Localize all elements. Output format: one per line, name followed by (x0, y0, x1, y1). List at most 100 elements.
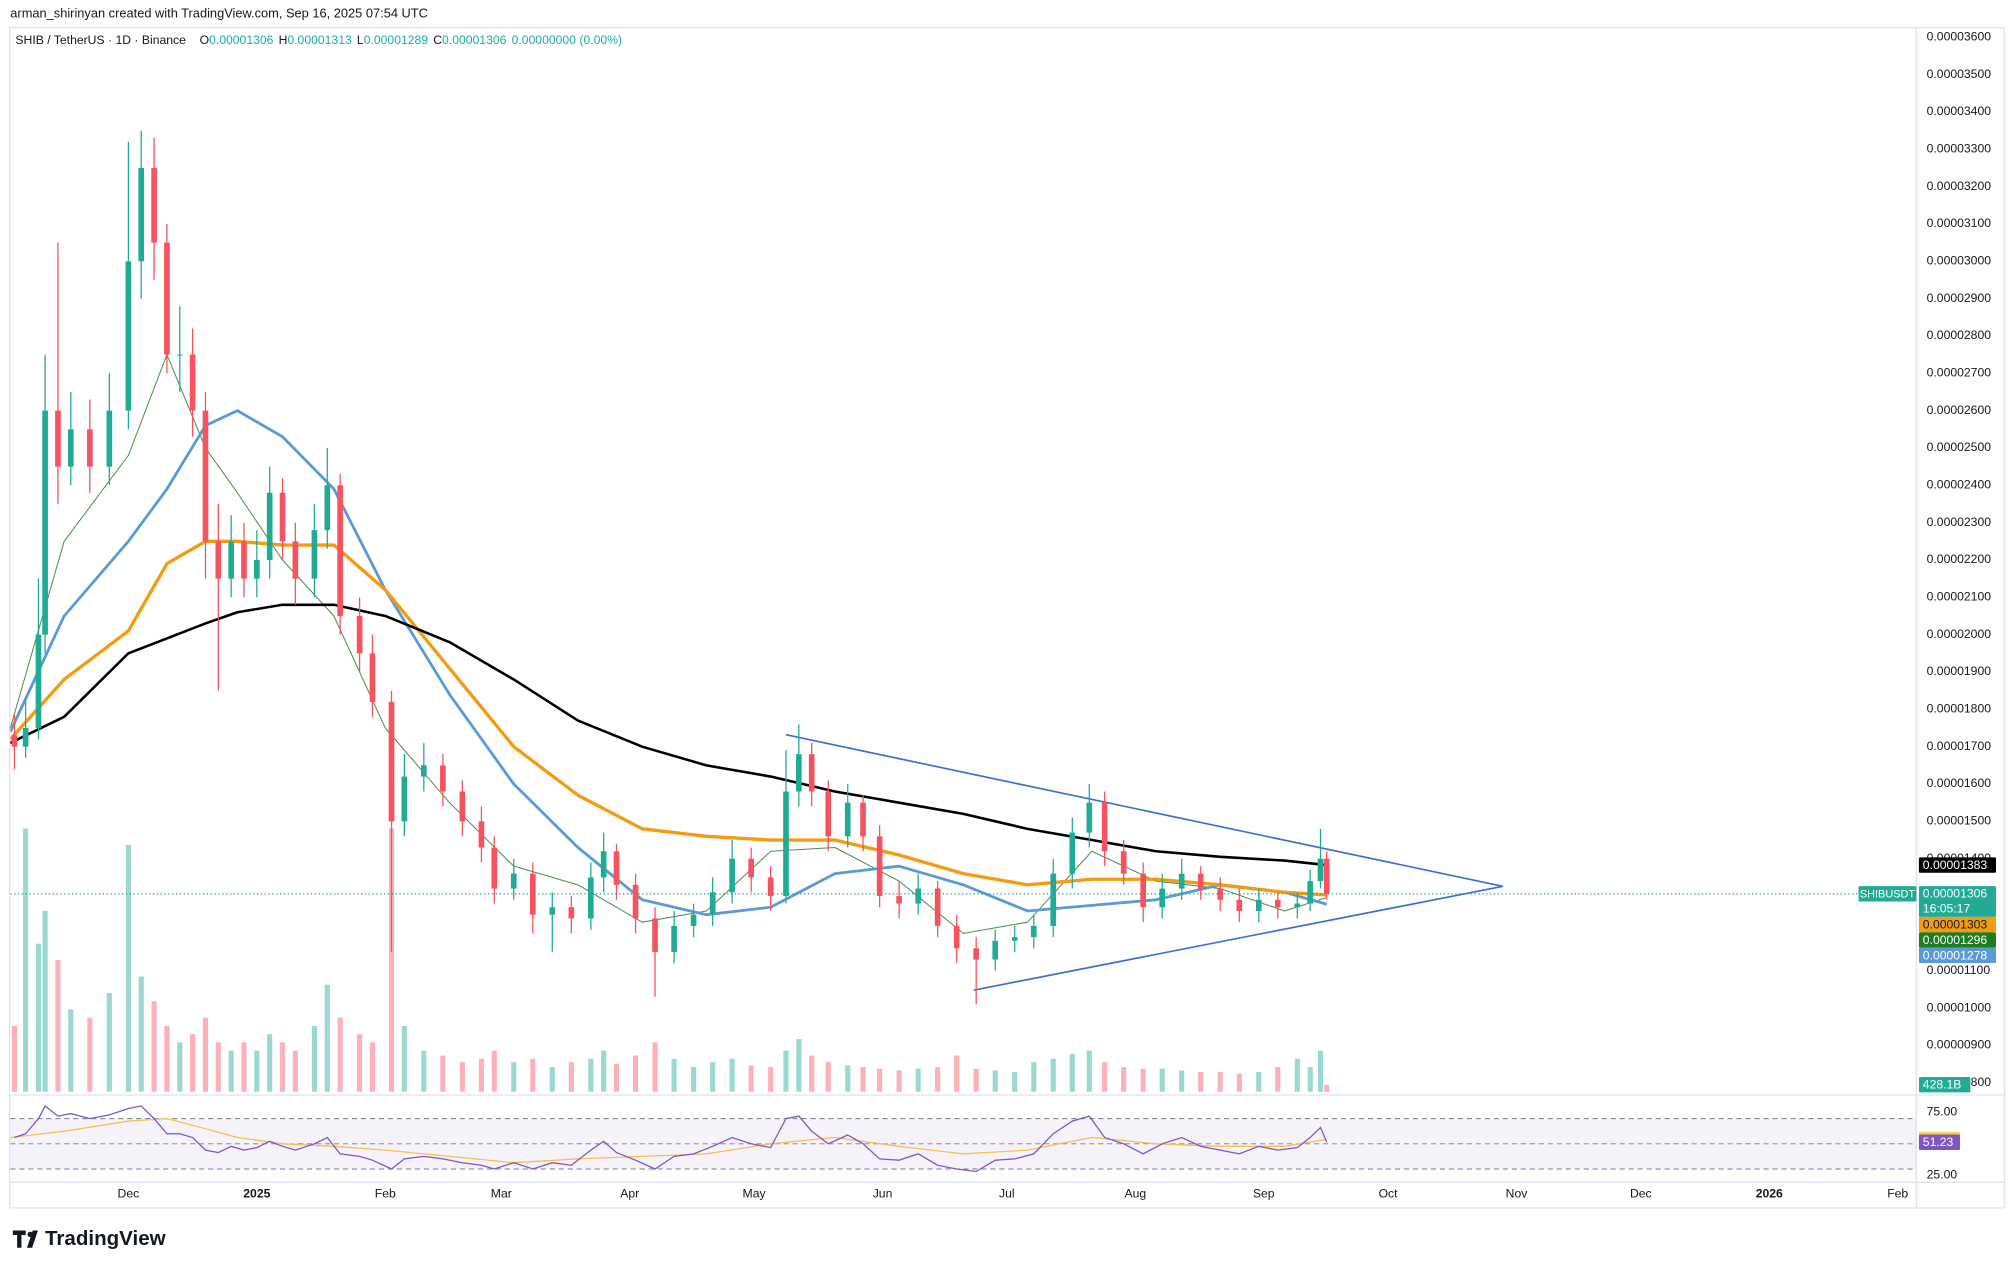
y-tick-label: 0.00003400 (1927, 104, 1992, 118)
volume-bar (177, 1042, 183, 1092)
candle-body (138, 167, 145, 262)
symbol-legend: SHIB / TetherUS · 1D · Binance O0.000013… (15, 33, 622, 47)
x-tick-label: Jun (873, 1187, 893, 1201)
volume-bar (896, 1070, 902, 1092)
moving-average-line (10, 409, 1328, 917)
volume-bar (915, 1068, 921, 1092)
candle-body (748, 858, 755, 878)
volume-bar (1069, 1053, 1075, 1092)
volume-bar (1012, 1072, 1018, 1092)
ohlc-key: H (279, 33, 288, 47)
y-tick-label: 0.00002800 (1927, 328, 1992, 342)
volume-bar (783, 1050, 789, 1092)
volume-bar (671, 1058, 677, 1092)
axes: 0.000008000.000009000.000010000.00001100… (118, 29, 1996, 1201)
price-label-box (1918, 886, 1996, 917)
ohlc-value: 0.00001306 (209, 33, 274, 47)
price-label-box (1918, 857, 1996, 873)
x-tick-label: Feb (1887, 1187, 1908, 1201)
volume-bar (190, 1034, 196, 1092)
price-label-box (1918, 932, 1996, 948)
candle-body (1011, 937, 1018, 941)
x-tick-label: May (743, 1187, 767, 1201)
candle-body (1050, 873, 1057, 926)
volume-bar (279, 1042, 286, 1092)
candle-body (11, 735, 18, 747)
x-tick-label: 2025 (243, 1187, 270, 1201)
candle-body (125, 261, 132, 411)
candle-body (1159, 888, 1166, 908)
price-label-box (1918, 916, 1996, 933)
volume-bar (935, 1067, 941, 1092)
candle-body (844, 802, 851, 837)
volume-bar (1198, 1072, 1204, 1092)
volume-bar (710, 1062, 716, 1092)
volume-bar (954, 1055, 960, 1092)
price-label: 0.00001303 (1923, 917, 1988, 931)
candle-body (35, 634, 42, 729)
volume-bar (202, 1017, 209, 1092)
y-tick-label: 0.00003600 (1927, 29, 1992, 43)
candle-body (1317, 858, 1324, 882)
trendline (973, 885, 1503, 991)
volume-bar (228, 1050, 234, 1092)
y-tick-label: 0.00002100 (1927, 590, 1992, 604)
ohlc-key: L (357, 33, 364, 47)
x-tick-label: Apr (620, 1187, 639, 1201)
candle-body (459, 791, 466, 822)
volume-bar (267, 1034, 273, 1092)
volume-bar (768, 1067, 774, 1092)
candle-body (587, 877, 594, 919)
y-tick-label: 0.00001800 (1927, 702, 1992, 716)
candle-body (401, 776, 408, 822)
candle-body (202, 410, 209, 542)
y-tick-label: 0.00000900 (1927, 1038, 1992, 1052)
volume-bar (324, 984, 330, 1092)
credit: arman_shirinyan created with TradingView… (10, 6, 428, 21)
candle-body (292, 541, 299, 579)
volume-bar (357, 1034, 363, 1092)
ohlc-change: 0.00000000 (0.00%) (512, 33, 622, 47)
candle-body (729, 858, 735, 893)
volume-bar (568, 1062, 574, 1092)
ohlc-value: 0.00001313 (287, 33, 352, 47)
candle-body (709, 892, 716, 915)
volume-bar (1275, 1067, 1281, 1092)
candle-body (266, 492, 273, 560)
price-label-box (1918, 947, 1996, 964)
candle-body (896, 896, 902, 904)
y-tick-label: 0.00002400 (1927, 478, 1992, 492)
volume-bar (549, 1067, 555, 1092)
candle-body (478, 821, 485, 848)
candle-body (568, 907, 575, 919)
volume-bar (35, 943, 42, 1092)
volume-bar (369, 1042, 376, 1092)
volume-bar (1324, 1084, 1330, 1092)
candle-body (421, 765, 427, 777)
volume-bar (809, 1055, 815, 1092)
volume-bar (164, 1025, 170, 1092)
candle-body (529, 873, 536, 915)
y-tick-label: 0.00003500 (1927, 67, 1992, 81)
candle-body (1323, 858, 1330, 894)
y-tick-label: 0.00002300 (1927, 515, 1992, 529)
candle-body (67, 429, 74, 467)
candle-body (860, 802, 866, 837)
volume-bar (511, 1062, 517, 1092)
volume-bar (337, 1017, 343, 1092)
countdown: 16:05:17 (1923, 901, 1971, 915)
volume-bar (530, 1058, 536, 1092)
volume-bar (1086, 1050, 1092, 1092)
volume-bar (459, 1062, 465, 1092)
volume-bar (860, 1067, 866, 1092)
candle-body (690, 914, 697, 926)
price-label: 0.00001278 (1923, 948, 1988, 962)
candle-body (1236, 899, 1243, 911)
x-tick-label: Aug (1124, 1187, 1146, 1201)
ohlc-value: 0.00001289 (364, 33, 429, 47)
x-tick-label: Sep (1253, 1187, 1275, 1201)
volume-bar (440, 1055, 446, 1092)
